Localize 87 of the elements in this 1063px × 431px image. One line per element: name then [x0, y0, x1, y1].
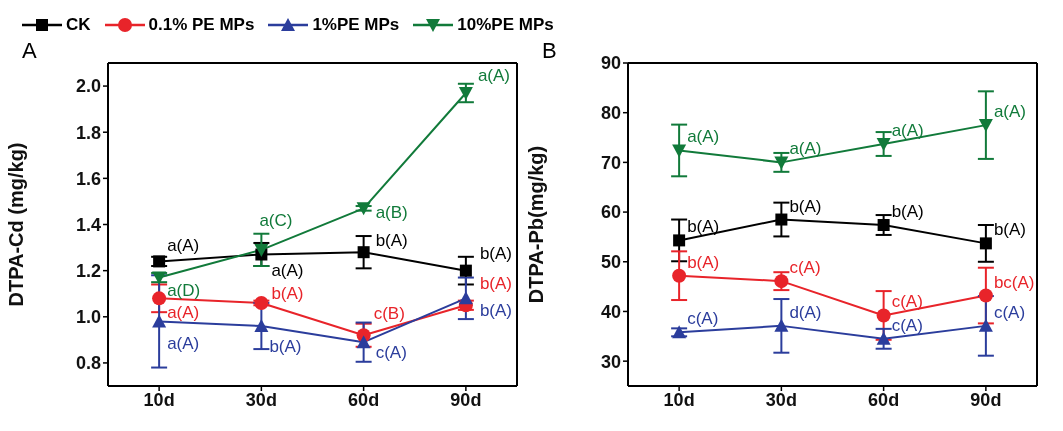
point [775, 213, 788, 226]
data-label: c(A) [993, 302, 1026, 322]
y-tick-label: 80 [600, 103, 621, 124]
data-label: b(A) [375, 231, 408, 251]
point [152, 291, 167, 306]
point [877, 219, 890, 231]
data-label: b(A) [789, 196, 822, 216]
data-label: a(A) [167, 303, 200, 323]
x-tick-label: 60d [868, 389, 900, 410]
text: A [22, 38, 37, 64]
point [254, 295, 269, 310]
legend-label: CK [66, 15, 91, 35]
point [356, 335, 371, 349]
y-tick-label: 1.2 [75, 261, 101, 282]
y-tick-label: 60 [600, 202, 621, 223]
x-tick-label: 30d [245, 389, 277, 410]
point [672, 268, 687, 283]
data-label: a(D) [167, 280, 201, 300]
legend-label: 10%PE MPs [457, 15, 554, 35]
point [979, 237, 992, 250]
data-label: bc(A) [993, 272, 1035, 292]
point [774, 156, 789, 170]
data-label: c(B) [373, 304, 405, 324]
y-tick-label: 1.8 [75, 122, 101, 143]
point [673, 234, 686, 247]
y-tick-label: 2.0 [75, 76, 101, 97]
data-label: a(A) [167, 334, 200, 354]
data-label: a(B) [375, 203, 408, 223]
point [458, 86, 473, 100]
point [458, 291, 473, 305]
data-label: a(A) [477, 65, 510, 85]
data-label: b(A) [269, 337, 302, 357]
data-label: c(A) [375, 343, 407, 363]
data-label: d(A) [789, 302, 822, 322]
data-label: a(A) [891, 121, 924, 140]
data-label: a(A) [993, 102, 1026, 122]
data-label: b(A) [479, 243, 512, 263]
point [774, 318, 789, 332]
y-tick-label: 70 [600, 152, 621, 173]
y-tick-label: 1.0 [75, 307, 101, 328]
point [254, 243, 269, 257]
y-tick-label: 30 [600, 351, 621, 372]
data-label: a(A) [789, 139, 822, 159]
y-tick-label: 0.8 [75, 353, 101, 374]
data-label: b(A) [687, 217, 720, 237]
data-label: c(A) [891, 315, 923, 335]
y-tick-label: 1.4 [75, 214, 101, 235]
point [152, 314, 167, 328]
data-label: b(A) [271, 283, 304, 303]
data-label: c(A) [687, 309, 719, 329]
data-label: a(A) [167, 236, 200, 256]
data-label: b(A) [479, 274, 512, 294]
y-tick-label: 40 [600, 301, 621, 322]
y-axis-title: DTPA-Cd (mg/kg) [5, 142, 28, 307]
data-label: a(A) [687, 127, 720, 147]
point [876, 138, 891, 151]
y-tick-label: 50 [600, 252, 621, 273]
y-tick-label: 1.6 [75, 168, 101, 189]
x-tick-label: 30d [765, 389, 797, 410]
legend-label: 1%PE MPs [312, 15, 400, 35]
data-label: c(A) [789, 258, 821, 278]
data-label: b(A) [993, 220, 1026, 240]
point [356, 202, 371, 216]
x-tick-label: 60d [348, 389, 380, 410]
point [978, 288, 993, 303]
point [876, 308, 891, 323]
data-label: c(A) [891, 292, 923, 312]
data-label: b(A) [687, 252, 720, 272]
data-label: b(A) [891, 202, 924, 221]
legend-label: 0.1% PE MPs [148, 15, 255, 35]
point [672, 144, 687, 158]
point [459, 264, 472, 277]
point [876, 331, 891, 345]
data-label: b(A) [479, 301, 512, 321]
y-tick-label: 90 [600, 53, 621, 74]
point [978, 119, 993, 133]
x-tick-label: 10d [143, 389, 175, 410]
point [978, 318, 993, 332]
point [254, 319, 269, 333]
x-tick-label: 90d [450, 389, 482, 410]
data-label: a(C) [259, 210, 293, 230]
text: B [542, 38, 557, 64]
x-tick-label: 90d [970, 389, 1002, 410]
y-axis-title: DTPA-Pb(mg/kg) [525, 145, 548, 304]
x-tick-label: 10d [663, 389, 695, 410]
point [357, 246, 370, 259]
data-label: a(A) [271, 261, 304, 281]
